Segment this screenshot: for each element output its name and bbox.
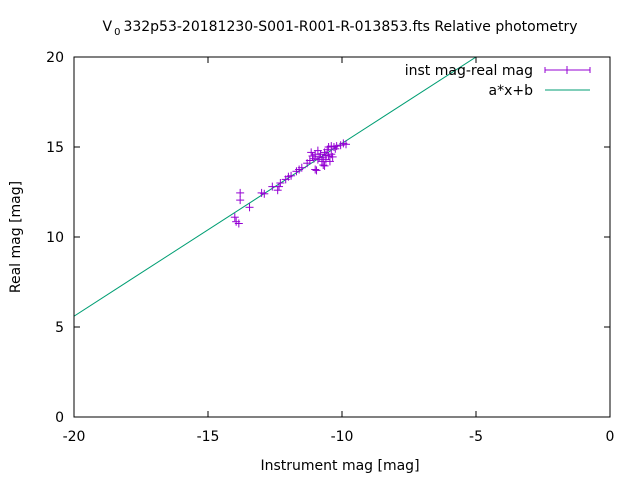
data-point: [305, 156, 314, 165]
data-point: [325, 157, 334, 166]
y-tick-label: 10: [46, 230, 64, 246]
plot-area: [74, 57, 477, 317]
x-tick-label: -5: [469, 429, 483, 445]
fit-line: [74, 57, 477, 317]
data-point: [245, 203, 254, 212]
data-point: [234, 219, 243, 228]
x-tick-label: -20: [63, 429, 86, 445]
data-point: [312, 166, 321, 175]
data-point: [275, 182, 284, 191]
data-point: [307, 148, 316, 157]
x-tick-label: -10: [331, 429, 354, 445]
legend-label-line: a*x+b: [489, 83, 534, 99]
data-point: [287, 171, 296, 180]
data-point: [328, 152, 337, 161]
y-tick-label: 0: [55, 410, 64, 426]
data-point: [342, 140, 351, 149]
data-point: [320, 161, 329, 170]
x-axis-label: Instrument mag [mag]: [260, 458, 419, 474]
chart-title: V 0 332p53-20181230-S001-R001-R-013853.fts…: [103, 19, 578, 38]
data-point: [311, 165, 320, 174]
plot-frame: [73, 56, 611, 418]
data-point: [236, 188, 245, 197]
legend-sample-points: [544, 66, 591, 74]
data-point: [309, 154, 318, 163]
data-point: [297, 163, 306, 172]
chart-title-subscript: 0: [114, 27, 120, 38]
y-axis-label: Real mag [mag]: [8, 181, 24, 293]
y-tick-label: 5: [55, 320, 64, 336]
chart-title-prefix: V: [103, 19, 113, 35]
legend-label-points: inst mag-real mag: [405, 63, 533, 79]
data-point: [276, 179, 285, 187]
data-point: [260, 189, 269, 198]
data-point: [319, 161, 328, 169]
data-point-series: [230, 139, 351, 228]
chart-title-rest: 332p53-20181230-S001-R001-R-013853.fts R…: [123, 19, 577, 35]
axis-ticks: [73, 56, 611, 418]
data-point: [332, 142, 341, 151]
data-point: [236, 196, 245, 205]
axis-tick-labels: -20 -15 -10 -5 0 0 5 10 15 20: [46, 50, 614, 445]
y-tick-label: 15: [46, 140, 64, 156]
data-point: [268, 182, 277, 191]
data-point: [317, 157, 326, 166]
y-tick-label: 20: [46, 50, 64, 66]
fit-line-series: [74, 57, 477, 317]
x-tick-label: 0: [606, 429, 615, 445]
data-point: [273, 186, 282, 195]
x-tick-label: -15: [197, 429, 220, 445]
legend: inst mag-real mag a*x+b: [405, 63, 591, 99]
data-point: [230, 213, 239, 222]
